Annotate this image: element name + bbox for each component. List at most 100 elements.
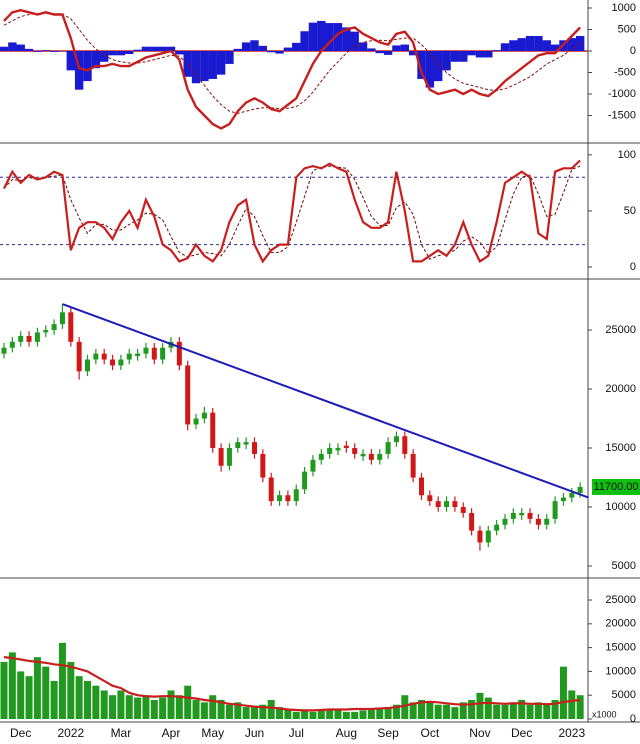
y-tick-label: 25000 (605, 594, 636, 606)
histogram-bar (367, 48, 376, 52)
histogram-bar (383, 51, 393, 55)
histogram-bar (250, 40, 259, 52)
x-tick-label: Nov (469, 726, 490, 740)
y-tick-label: 1000 (612, 2, 636, 14)
candle-body (327, 448, 333, 454)
volume-bar (342, 711, 350, 719)
candle-body (218, 448, 224, 466)
candle-body (444, 501, 450, 508)
y-tick-label: 20000 (605, 618, 636, 630)
volume-bar (384, 707, 392, 719)
histogram-bar (8, 42, 17, 52)
histogram-bar (358, 42, 368, 52)
candle-body (118, 359, 124, 366)
volume-bar (225, 704, 233, 719)
x-tick-label: Sep (377, 726, 399, 740)
histogram-bar (166, 46, 176, 52)
k-line (3, 159, 581, 264)
volume-bar (84, 680, 91, 719)
volume-bar (401, 695, 409, 719)
histogram-bar (517, 38, 526, 52)
volume-bar (284, 709, 292, 719)
histogram-bar (66, 51, 75, 71)
volume-bar (576, 695, 584, 719)
candle-body (402, 436, 408, 454)
candle-body (393, 436, 399, 443)
candle-body (510, 512, 516, 519)
volume-bar (276, 707, 284, 719)
volume-bar (192, 699, 200, 719)
volume-bar (509, 702, 517, 719)
candle-body (210, 412, 216, 449)
histogram-bar (567, 38, 576, 52)
histogram-bar (91, 51, 101, 69)
y-tick-label: 10000 (605, 665, 636, 677)
volume-bar (167, 690, 175, 719)
candle-body (560, 497, 566, 502)
candle-body (577, 486, 583, 493)
candle-body (135, 353, 141, 356)
volume-bar (117, 690, 125, 719)
histogram-bar (308, 22, 318, 52)
candle-body (76, 341, 82, 372)
histogram-bar (534, 35, 543, 52)
histogram-bar (325, 23, 334, 52)
volume-bar (259, 704, 267, 719)
volume-bar (317, 710, 325, 719)
histogram-bar (392, 45, 401, 52)
y-tick-label: -1000 (608, 88, 636, 100)
histogram-bar (425, 51, 435, 88)
candle-body (185, 365, 191, 425)
candle-body (143, 347, 149, 354)
histogram-bar (283, 47, 293, 52)
candle-body (43, 330, 49, 333)
histogram-bar (225, 51, 234, 64)
y-tick-label: 50 (624, 205, 636, 217)
candle-body (310, 459, 316, 472)
trendline (62, 303, 589, 499)
volume-bar (100, 690, 108, 719)
volume-bar (251, 707, 258, 719)
volume-bar (67, 661, 75, 719)
histogram-bar (83, 51, 92, 82)
candle-body (93, 353, 99, 360)
volume-bar (92, 685, 100, 719)
volume-bar (568, 690, 576, 719)
volume-bar (543, 704, 551, 719)
candle-body (435, 501, 441, 508)
histogram-bar (550, 44, 560, 52)
histogram-bar (434, 51, 443, 82)
candle-body (260, 453, 266, 478)
volume-bar (359, 710, 367, 719)
histogram-bar (475, 51, 485, 58)
volume-bar (125, 695, 133, 719)
histogram-bar (49, 51, 59, 52)
histogram-bar (492, 50, 501, 52)
volume-bar (184, 685, 192, 719)
candle-body (9, 341, 15, 348)
y-tick-label: 15000 (605, 442, 636, 454)
volume-bar (451, 707, 459, 719)
volume-bar (142, 695, 150, 719)
volume-bar (392, 704, 400, 719)
histogram-bar (200, 51, 209, 82)
volume-bar (58, 642, 66, 719)
histogram-bar (24, 48, 34, 52)
candle-body (519, 512, 525, 516)
candle-body (201, 412, 207, 419)
candle-body (343, 445, 349, 449)
histogram-bar (116, 51, 126, 56)
last-price-box (592, 478, 640, 495)
candle-body (360, 453, 366, 457)
histogram-bar (450, 51, 460, 62)
volume-bar (209, 695, 217, 719)
y-tick-label: 0 (630, 45, 636, 57)
histogram-bar (133, 49, 142, 52)
candle-body (477, 530, 483, 543)
volume-average (3, 656, 581, 712)
histogram-bar (108, 51, 117, 56)
candle-body (527, 512, 533, 519)
volume-bar (134, 697, 142, 719)
histogram-bar (158, 46, 167, 52)
